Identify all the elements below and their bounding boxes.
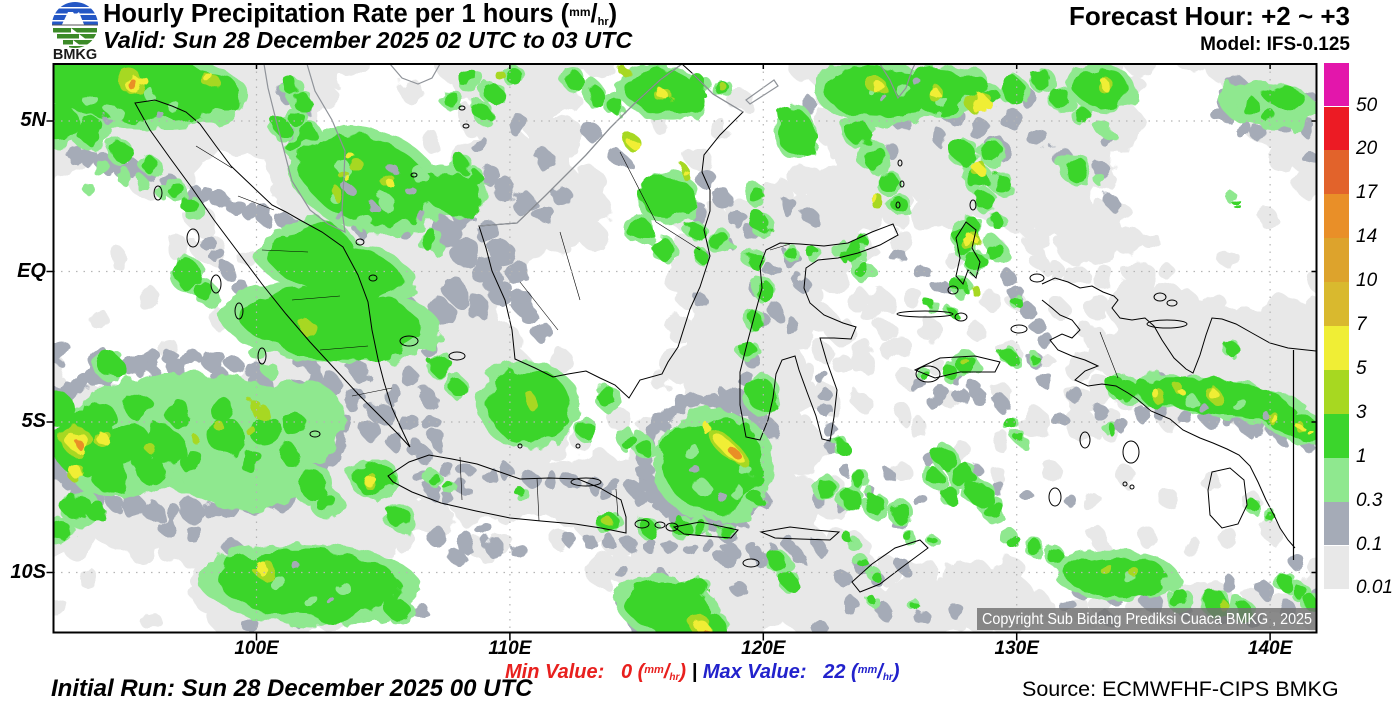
svg-text:BMKG: BMKG xyxy=(53,47,97,60)
svg-text:Copyright Sub Bidang Prediksi: Copyright Sub Bidang Prediksi Cuaca BMKG… xyxy=(982,611,1312,628)
